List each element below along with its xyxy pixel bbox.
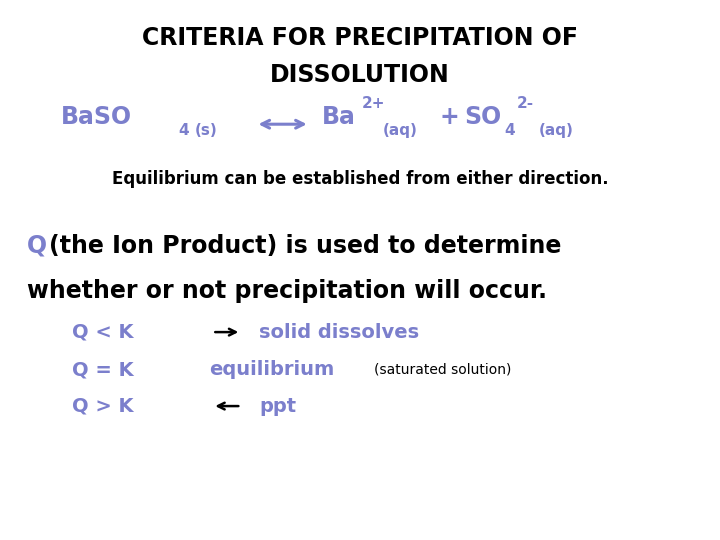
Text: 4: 4 xyxy=(504,123,515,138)
Text: Q = K: Q = K xyxy=(72,360,134,380)
Text: 4: 4 xyxy=(178,123,189,138)
Text: SO: SO xyxy=(464,105,502,129)
Text: Q > K: Q > K xyxy=(72,396,133,416)
Text: (saturated solution): (saturated solution) xyxy=(374,363,512,377)
Text: Q: Q xyxy=(27,234,48,258)
Text: CRITERIA FOR PRECIPITATION OF: CRITERIA FOR PRECIPITATION OF xyxy=(142,26,578,50)
Text: Q < K: Q < K xyxy=(72,322,133,342)
Text: Equilibrium can be established from either direction.: Equilibrium can be established from eith… xyxy=(112,170,608,188)
Text: (aq): (aq) xyxy=(383,123,418,138)
Text: +: + xyxy=(439,105,459,129)
Text: BaSO: BaSO xyxy=(61,105,132,129)
Text: solid dissolves: solid dissolves xyxy=(259,322,419,342)
Text: whether or not precipitation will occur.: whether or not precipitation will occur. xyxy=(27,279,547,302)
Text: ppt: ppt xyxy=(259,396,297,416)
Text: DISSOLUTION: DISSOLUTION xyxy=(270,63,450,86)
Text: 2-: 2- xyxy=(517,96,534,111)
Text: equilibrium: equilibrium xyxy=(209,360,334,380)
Text: (s): (s) xyxy=(194,123,217,138)
Text: (the Ion Product) is used to determine: (the Ion Product) is used to determine xyxy=(49,234,562,258)
Text: (aq): (aq) xyxy=(539,123,573,138)
Text: Ba: Ba xyxy=(322,105,356,129)
Text: 2+: 2+ xyxy=(361,96,385,111)
